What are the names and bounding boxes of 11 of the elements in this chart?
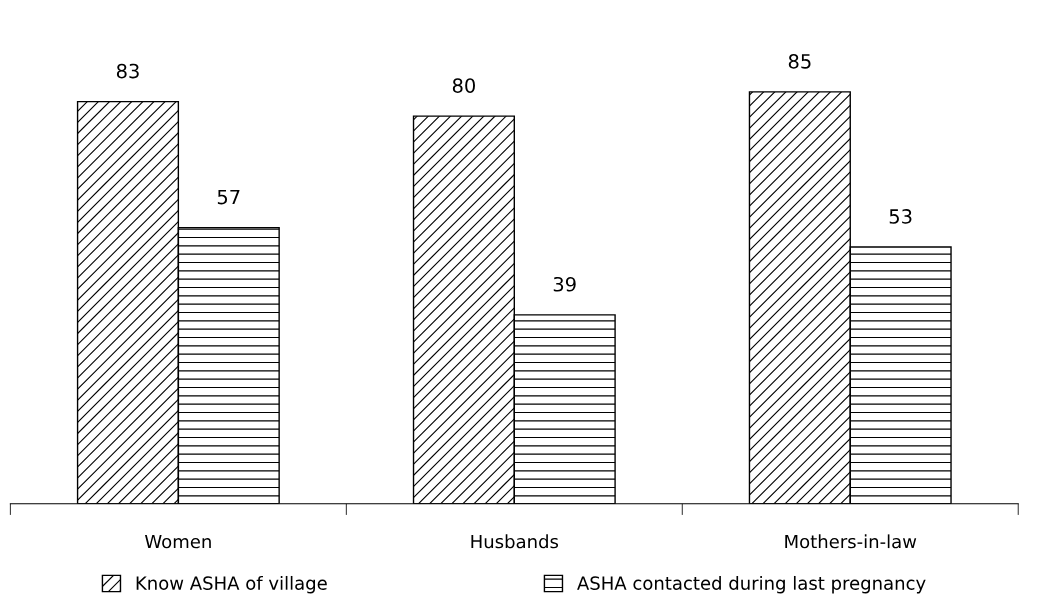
legend-label: Know ASHA of village <box>136 575 327 594</box>
data-label: 39 <box>553 276 576 292</box>
legend-label: ASHA contacted during last pregnancy <box>577 575 926 594</box>
data-label: 80 <box>452 78 475 93</box>
data-label: 53 <box>889 209 912 224</box>
x-tick-label: Mothers-in-law <box>785 534 917 549</box>
data-label: 85 <box>788 54 811 69</box>
x-tick-label: Women <box>144 534 211 549</box>
data-label: 83 <box>116 63 139 79</box>
x-tick-label: Husbands <box>471 534 559 549</box>
data-label: 57 <box>217 189 240 205</box>
